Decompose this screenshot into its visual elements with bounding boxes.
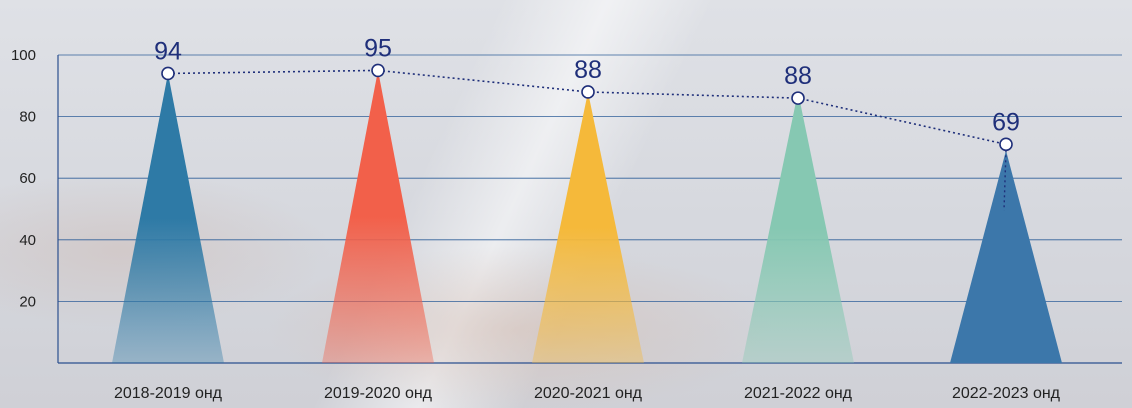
- x-tick-label: 2018-2019 онд: [114, 385, 223, 402]
- bar: [532, 91, 644, 364]
- trend-line: [161, 63, 1013, 211]
- y-tick-label: 40: [19, 232, 36, 249]
- y-tick-label: 60: [19, 170, 36, 187]
- x-tick-label: 2019-2020 онд: [324, 385, 433, 402]
- line-point: [161, 66, 175, 81]
- x-tick-label: 2021-2022 онд: [744, 385, 853, 402]
- bars: [112, 70, 1062, 364]
- y-tick-label: 80: [19, 109, 36, 126]
- trend-drop-line: [1003, 150, 1007, 211]
- bar: [322, 70, 434, 364]
- bar: [950, 150, 1062, 363]
- labels: 20 40 60 80 100 94 95 88 88 69 2018-2019 онд 2019-2…: [11, 34, 1061, 402]
- data-label: 88: [574, 56, 602, 84]
- line-point: [791, 91, 805, 105]
- y-tick-label: 20: [19, 293, 36, 310]
- data-label: 69: [992, 108, 1020, 136]
- x-tick-label: 2020-2021 онд: [534, 385, 643, 402]
- bar: [112, 73, 224, 363]
- x-tick-label: 2022-2023 онд: [952, 385, 1061, 402]
- bar: [742, 91, 854, 364]
- line-point: [371, 63, 385, 78]
- line-point: [999, 137, 1013, 152]
- data-label: 94: [154, 37, 182, 65]
- y-tick-label: 100: [11, 47, 36, 64]
- data-label: 88: [784, 62, 812, 90]
- line-point: [581, 85, 595, 99]
- data-label: 95: [364, 34, 392, 62]
